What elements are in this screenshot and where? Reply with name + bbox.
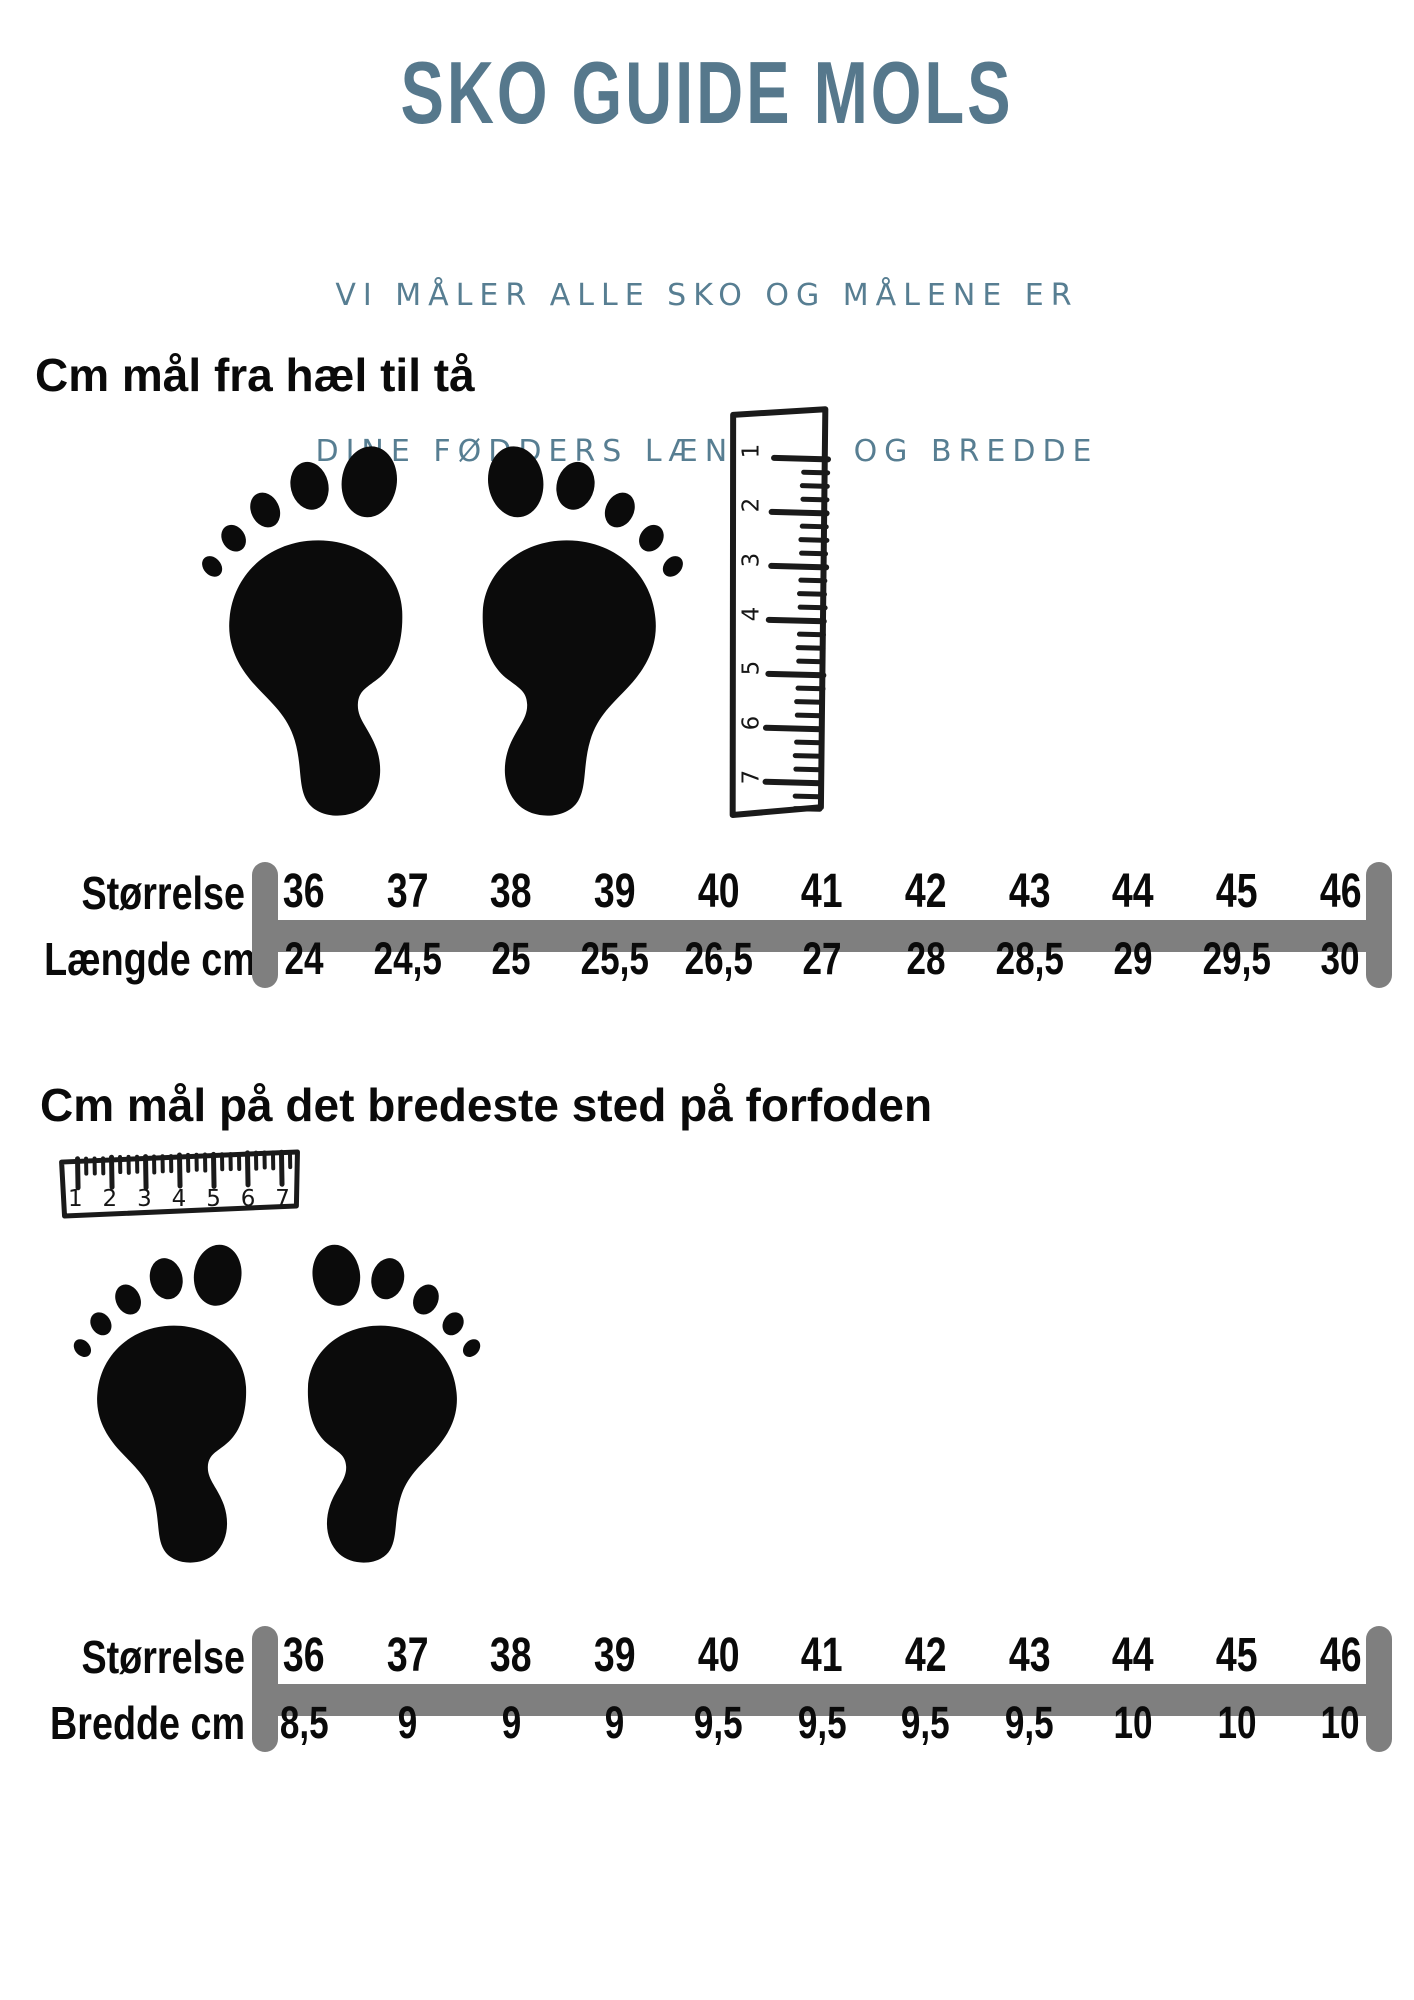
- ruler-number: 1: [737, 443, 764, 459]
- ruler-number: 6: [240, 1186, 256, 1212]
- length-value: 25,5: [580, 933, 649, 984]
- subtitle-line-1: VI MÅLER ALLE SKO OG MÅLENE ER: [335, 278, 1079, 313]
- width-value: 9,5: [693, 1697, 743, 1748]
- length-value: 30: [1320, 933, 1360, 984]
- length-value: 24,5: [373, 933, 442, 984]
- length-value: 27: [802, 933, 842, 984]
- length-row-label: Længde cm: [44, 933, 256, 985]
- size-value: 38: [490, 864, 532, 918]
- ruler-number: 2: [737, 498, 764, 513]
- ruler-number: 6: [737, 715, 764, 730]
- width-row-label: Bredde cm: [50, 1697, 245, 1749]
- size-value: 37: [386, 1628, 429, 1682]
- length-value: 29,5: [1202, 933, 1271, 984]
- width-value: 10: [1320, 1697, 1360, 1748]
- footprint-left-icon: [72, 1241, 247, 1563]
- ruler-number: 1: [68, 1186, 83, 1212]
- length-value: 24: [284, 933, 324, 984]
- width-value: 9,5: [797, 1697, 847, 1748]
- width-value: 9,5: [901, 1697, 951, 1748]
- length-value: 26,5: [684, 933, 753, 984]
- size-value: 38: [490, 1628, 532, 1682]
- size-value: 41: [801, 1628, 843, 1682]
- size-values-row: 36 37 38 39 40 41 42 43 44 45 46: [252, 1626, 1392, 1684]
- ruler-number: 5: [737, 660, 764, 676]
- size-value: 40: [697, 1628, 740, 1682]
- page-title: SKO GUIDE MOLS: [400, 43, 1014, 142]
- width-value: 9: [397, 1697, 418, 1748]
- vertical-ruler-numbers: 1 2 3 4 5 6 7: [730, 438, 772, 790]
- size-value: 43: [1008, 864, 1051, 918]
- width-value: 9: [501, 1697, 521, 1748]
- ruler-number: 7: [737, 769, 764, 785]
- width-value: 9,5: [1004, 1697, 1054, 1748]
- size-value: 43: [1008, 1628, 1051, 1682]
- scale-bar: [262, 920, 1378, 952]
- size-value: 36: [282, 864, 325, 918]
- size-row-label: Størrelse: [81, 867, 245, 919]
- footprint-right-icon: [307, 1241, 482, 1563]
- ruler-number: 4: [171, 1186, 187, 1212]
- size-row-label: Størrelse: [81, 1631, 245, 1683]
- ruler-number: 5: [206, 1186, 221, 1212]
- width-value: 10: [1113, 1697, 1153, 1748]
- size-value: 42: [904, 1628, 947, 1682]
- width-values-row: 8,5 9 9 9 9,5 9,5 9,5 9,5 10 10 10: [252, 1694, 1392, 1752]
- size-value: 37: [386, 864, 429, 918]
- size-value: 39: [593, 864, 636, 918]
- size-value: 45: [1215, 1628, 1258, 1682]
- size-value: 44: [1112, 1628, 1154, 1682]
- ruler-number: 2: [102, 1186, 118, 1212]
- length-value: 28: [906, 933, 946, 984]
- width-value: 9: [604, 1697, 625, 1748]
- width-value: 10: [1217, 1697, 1257, 1748]
- size-value: 42: [904, 864, 947, 918]
- size-value: 46: [1319, 1628, 1362, 1682]
- size-value: 40: [697, 864, 740, 918]
- length-value: 29: [1113, 933, 1153, 984]
- length-value: 28,5: [995, 933, 1064, 984]
- length-value: 25: [491, 933, 531, 984]
- size-length-scale: Størrelse Længde cm 36 37 38 39 40 41 42 43 44 45…: [0, 856, 1414, 992]
- size-value: 46: [1319, 864, 1362, 918]
- width-section-heading: Cm mål på det bredeste sted på forfoden: [40, 1079, 933, 1131]
- length-values-row: 24 24,5 25 25,5 26,5 27 28 28,5 29 29,5 30: [252, 930, 1392, 988]
- footprint-left-icon: [202, 446, 403, 816]
- scale-bar: [262, 1684, 1378, 1716]
- size-value: 39: [593, 1628, 636, 1682]
- ruler-number: 7: [275, 1186, 290, 1212]
- ruler-number: 3: [137, 1186, 152, 1212]
- ruler-number: 4: [737, 606, 764, 622]
- size-value: 45: [1215, 864, 1258, 918]
- size-value: 41: [801, 864, 843, 918]
- footprint-right-icon: [482, 442, 685, 816]
- size-value: 44: [1112, 864, 1154, 918]
- length-section-heading: Cm mål fra hæl til tå: [35, 349, 475, 401]
- width-value: 8,5: [279, 1697, 329, 1748]
- size-values-row: 36 37 38 39 40 41 42 43 44 45 46: [252, 862, 1392, 920]
- size-value: 36: [282, 1628, 325, 1682]
- ruler-vertical-icon: 1 2 3 4 5 6 7: [712, 400, 838, 824]
- ruler-number: 3: [737, 552, 764, 567]
- size-width-scale: Størrelse Bredde cm 36 37 38 39 40 41 42 43 44 45…: [0, 1620, 1414, 1756]
